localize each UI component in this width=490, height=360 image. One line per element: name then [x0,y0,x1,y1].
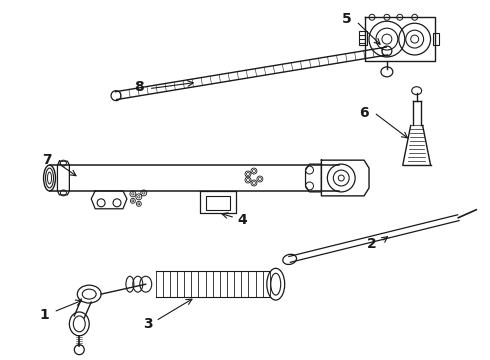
Text: 4: 4 [237,213,247,227]
Text: 6: 6 [359,105,369,120]
Text: 3: 3 [143,317,153,331]
Bar [359,31,367,45]
Text: 5: 5 [342,12,351,26]
Bar [433,33,440,45]
Text: 2: 2 [367,237,377,251]
Text: 1: 1 [40,308,49,322]
Text: 7: 7 [42,153,51,167]
Text: 8: 8 [134,80,144,94]
Bar [206,196,230,210]
